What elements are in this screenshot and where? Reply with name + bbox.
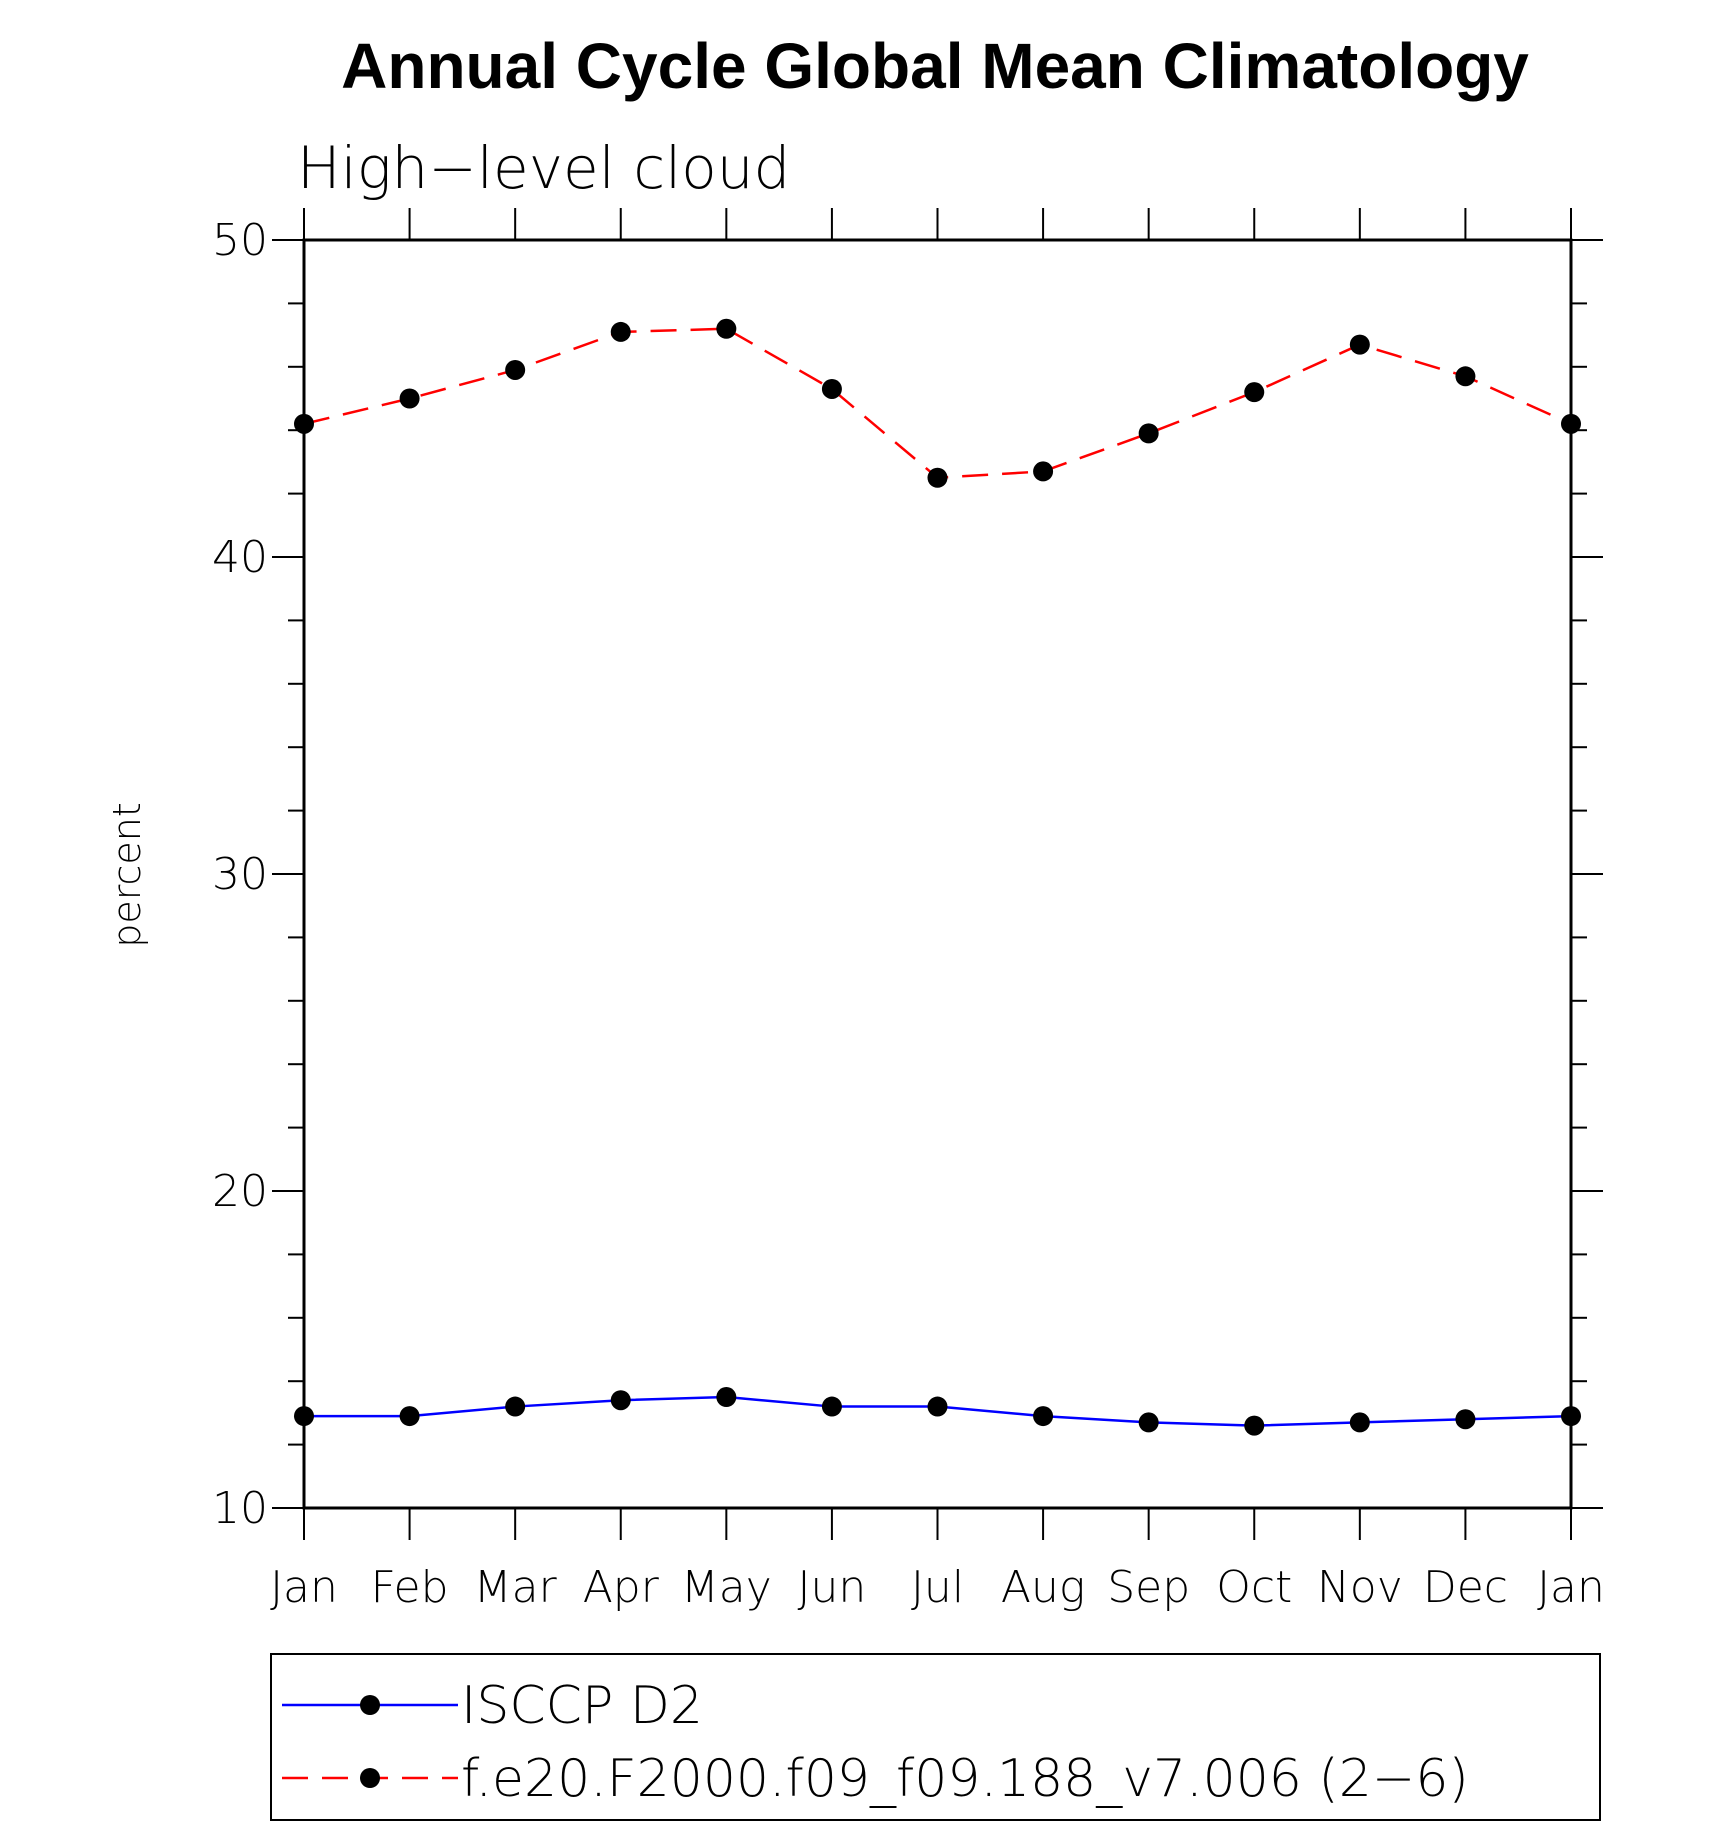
x-tick-label: Sep xyxy=(1107,1562,1190,1613)
x-tick-label: Jan xyxy=(1537,1562,1605,1613)
series-1-point xyxy=(399,1406,420,1427)
series-2-point xyxy=(1349,334,1370,355)
x-tick-label: Mar xyxy=(474,1562,558,1613)
x-tick-label: Oct xyxy=(1216,1562,1292,1613)
legend: ISCCP D2 f.e20.F2000.f09_f09.188_v7.006 (… xyxy=(282,1676,1469,1809)
y-axis-label: percent xyxy=(105,802,149,948)
series-1-point xyxy=(1138,1412,1159,1433)
legend-box xyxy=(270,1653,1601,1821)
y-tick-label: 30 xyxy=(212,849,268,900)
series-1-point xyxy=(716,1387,737,1408)
x-tick-label: Nov xyxy=(1317,1562,1403,1613)
series-2-point xyxy=(399,388,420,409)
series-1-point xyxy=(294,1406,314,1427)
series-1-point xyxy=(1455,1409,1476,1430)
series-1-point xyxy=(927,1396,948,1417)
series-2-point xyxy=(294,413,314,434)
axes: 10 20 30 40 50 Jan Feb Mar Apr May Jun Jul Aug Sep Oct… xyxy=(212,208,1605,1613)
series-2-point xyxy=(927,467,948,488)
legend-label-2: f.e20.F2000.f09_f09.188_v7.006 (2−6) xyxy=(461,1749,1469,1809)
series-line-2 xyxy=(303,327,1572,480)
series-2-point xyxy=(610,321,631,342)
series-1-point xyxy=(505,1396,526,1417)
plot-frame xyxy=(302,238,1573,1510)
y-tick-label: 10 xyxy=(212,1483,268,1534)
x-tick-label: Jan xyxy=(270,1562,338,1613)
series-2-point xyxy=(1244,382,1265,403)
y-tick-label: 50 xyxy=(212,215,268,266)
series-2-point xyxy=(821,378,842,399)
series-1-point xyxy=(821,1396,842,1417)
y-tick-label: 20 xyxy=(212,1166,268,1217)
x-tick-label: Apr xyxy=(583,1562,660,1613)
series-layer xyxy=(294,318,1581,1436)
x-tick-label: Jun xyxy=(798,1562,867,1613)
series-1-point xyxy=(1349,1412,1370,1433)
x-tick-label: Feb xyxy=(371,1562,449,1613)
series-2-point xyxy=(1033,461,1054,482)
series-2-point xyxy=(1455,366,1476,387)
series-2-point xyxy=(505,359,526,380)
chart-title: Annual Cycle Global Mean Climatology xyxy=(341,30,1529,102)
y-tick-label: 40 xyxy=(212,532,268,583)
series-2-point xyxy=(1138,423,1159,444)
series-1-point xyxy=(1561,1406,1581,1427)
series-2-point xyxy=(1561,413,1581,434)
x-tick-label: Aug xyxy=(1001,1562,1085,1613)
legend-marker-2 xyxy=(360,1768,380,1788)
x-tick-label: May xyxy=(681,1562,772,1613)
series-1-point xyxy=(1033,1406,1054,1427)
chart-subtitle: High−level cloud xyxy=(297,134,790,202)
series-1-point xyxy=(1244,1415,1265,1436)
series-1-point xyxy=(610,1390,631,1411)
series-2-point xyxy=(716,318,737,339)
legend-marker-1 xyxy=(360,1695,380,1715)
x-tick-label: Jul xyxy=(911,1562,964,1613)
x-tick-label: Dec xyxy=(1423,1562,1508,1613)
legend-label-1: ISCCP D2 xyxy=(461,1676,703,1736)
